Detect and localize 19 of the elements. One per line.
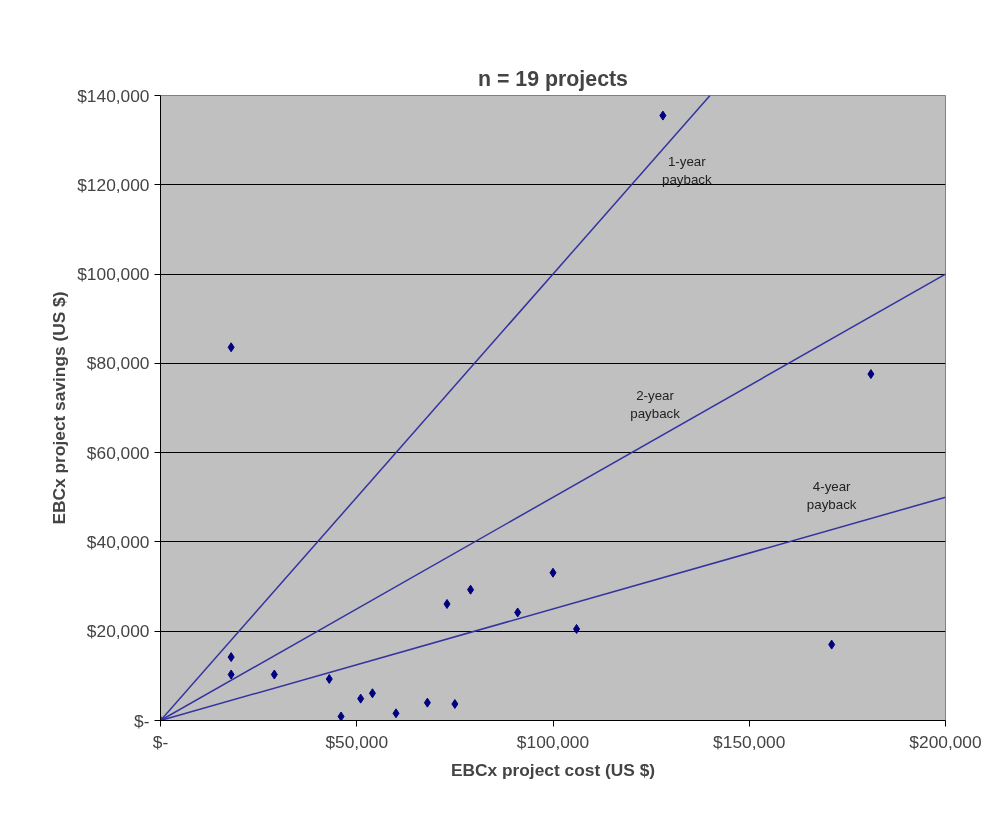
series-label: 2-year payback <box>630 388 681 422</box>
chart-title: n = 19 projects <box>478 66 628 91</box>
y-tick-label: $80,000 <box>86 353 150 374</box>
y-tick-label: $20,000 <box>86 621 150 642</box>
x-axis-title: EBCx project cost (US $) <box>450 759 656 780</box>
series-label: 4-year payback <box>806 478 857 512</box>
series-label: 1-year payback <box>661 154 712 188</box>
x-tick-label: $150,000 <box>713 731 786 752</box>
y-axis-title: EBCx project savings (US $) <box>49 291 70 525</box>
y-tick-label: $100,000 <box>77 264 150 285</box>
x-tick-label: $- <box>152 731 169 752</box>
y-tick-label: $60,000 <box>86 442 150 463</box>
y-tick-label: $140,000 <box>77 85 150 106</box>
x-tick-label: $200,000 <box>909 731 982 752</box>
x-tick-label: $50,000 <box>325 731 389 752</box>
x-tick-label: $100,000 <box>516 731 590 752</box>
y-tick-label: $40,000 <box>86 531 150 552</box>
y-tick-label: $120,000 <box>77 174 150 195</box>
y-tick-label: $- <box>134 710 150 731</box>
